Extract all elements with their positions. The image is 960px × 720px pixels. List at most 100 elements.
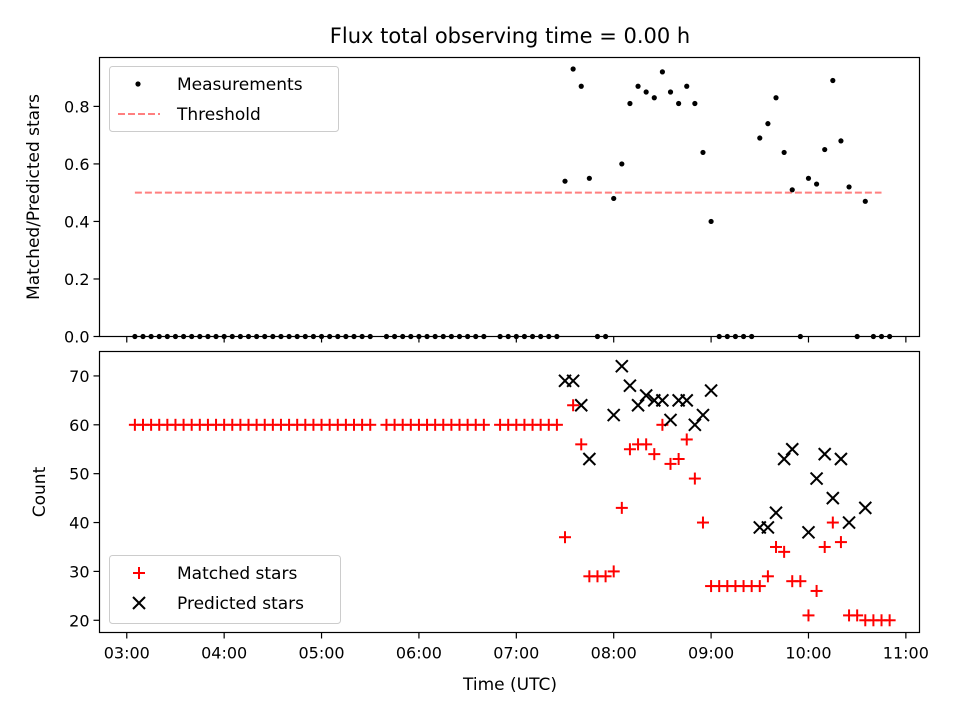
legend-measurements-label: Measurements: [177, 75, 303, 95]
bottom-legend: Matched stars Predicted stars: [109, 555, 341, 624]
predicted-star-point: [769, 506, 783, 520]
x-tick-label: 11:00: [883, 644, 929, 663]
predicted-star-point: [809, 471, 824, 486]
measurement-point: [667, 89, 674, 95]
measurement-point: [862, 198, 868, 204]
bottom-y-tick-label: 20: [69, 611, 89, 630]
measurement-point: [773, 95, 779, 101]
predicted-star-point: [834, 452, 848, 466]
matched-star-point: [696, 516, 709, 529]
measurement-point: [708, 218, 714, 225]
predicted-star-point: [688, 418, 702, 432]
matched-star-point: [607, 565, 620, 578]
matched-star-point: [567, 399, 580, 412]
predicted-star-point: [631, 398, 645, 412]
measurement-point: [692, 100, 698, 107]
top-y-tick-label: 0.0: [64, 328, 89, 347]
matched-star-point: [559, 531, 572, 544]
predicted-star-point: [663, 413, 678, 427]
predicted-star-point: [826, 491, 840, 505]
top-axes-frame: [98, 56, 921, 338]
x-tick-label: 08:00: [591, 644, 637, 663]
matched-star-point: [664, 457, 677, 470]
predicted-star-point: [801, 525, 816, 540]
measurement-point: [781, 149, 787, 156]
measurement-point: [611, 195, 617, 202]
legend-matched-label: Matched stars: [177, 564, 297, 584]
matched-star-point: [834, 536, 847, 549]
measurement-point: [838, 138, 844, 144]
top-y-tick-label: 0.6: [64, 155, 89, 174]
predicted-star-point: [606, 408, 621, 422]
chart-title: Flux total observing time = 0.00 h: [330, 24, 690, 48]
matched-star-point: [818, 540, 831, 553]
bottom-y-tick-label: 60: [69, 416, 89, 435]
bottom-y-tick-label: 40: [69, 514, 89, 533]
matched-star-point: [688, 472, 701, 485]
predicted-star-point: [566, 374, 580, 388]
x-ticks: 03:00 04:00 05:00 06:00 07:00 08:00 09:00 10:00…: [104, 336, 929, 663]
matched-star-point: [648, 448, 661, 461]
bottom-y-axis-label: Count: [30, 466, 50, 517]
predicted-star-point: [639, 388, 653, 403]
top-y-tick-label: 0.4: [64, 212, 89, 231]
top-legend-box: [109, 66, 339, 132]
matched-star-point: [640, 438, 653, 451]
measurement-point: [570, 66, 576, 72]
measurement-point: [635, 83, 641, 89]
bottom-axes-frame: [98, 350, 921, 634]
top-y-tick-label: 0.8: [64, 97, 89, 116]
measurement-point: [676, 100, 682, 107]
measurement-point: [651, 95, 657, 101]
matched-star-point: [770, 540, 783, 553]
legend-threshold-label: Threshold: [176, 105, 261, 125]
matched-star-point: [680, 433, 693, 446]
matched-star-point: [794, 575, 807, 588]
bottom-y-tick-label: 70: [69, 367, 89, 386]
predicted-star-point: [761, 520, 775, 535]
predicted-star-point: [858, 501, 872, 515]
legend-predicted-marker: [132, 596, 146, 610]
matched-star-point: [761, 570, 774, 583]
bottom-legend-box: [109, 555, 341, 624]
matched-star-point: [753, 580, 766, 593]
predicted-star-point: [655, 393, 670, 408]
predicted-star-point: [696, 408, 710, 422]
predicted-star-point: [615, 359, 629, 373]
measurement-point: [562, 178, 568, 184]
x-tick-label: 10:00: [785, 644, 831, 663]
legend-matched-marker: [133, 567, 145, 579]
measurement-point: [627, 100, 633, 107]
predicted-star-point: [574, 398, 588, 412]
bottom-y-tick-label: 50: [69, 465, 89, 484]
predicted-star-point: [785, 442, 799, 456]
top-y-axis-label: Matched/Predicted stars: [24, 94, 44, 300]
matched-star-point: [851, 609, 864, 622]
predicted-star-point: [842, 515, 856, 530]
matched-star-point: [599, 570, 612, 583]
matched-star-point: [364, 418, 377, 431]
measurement-point: [822, 146, 828, 153]
predicted-star-point: [777, 452, 791, 466]
bottom-y-ticks: 20 30 40 50 60 70: [69, 367, 100, 630]
measurement-point: [805, 175, 812, 181]
bottom-y-tick-label: 30: [69, 562, 89, 581]
top-y-tick-label: 0.2: [64, 270, 89, 289]
matched-star-point: [802, 609, 815, 622]
measurement-point: [700, 149, 706, 156]
measurement-point: [757, 135, 763, 141]
matched-star-point: [623, 443, 636, 456]
predicted-star-point: [680, 393, 694, 408]
measurement-point: [684, 83, 690, 89]
bottom-plot-marks: [128, 359, 896, 627]
legend-predicted-label: Predicted stars: [177, 594, 304, 614]
measurement-point: [643, 89, 649, 95]
top-y-ticks: 0.0 0.2 0.4 0.6 0.8: [64, 97, 100, 347]
measurement-point: [586, 175, 592, 181]
x-axis-label: Time (UTC): [462, 675, 557, 695]
measurement-point: [830, 77, 836, 84]
measurement-point: [789, 187, 795, 193]
matched-star-point: [550, 418, 563, 431]
predicted-star-point: [818, 447, 832, 461]
